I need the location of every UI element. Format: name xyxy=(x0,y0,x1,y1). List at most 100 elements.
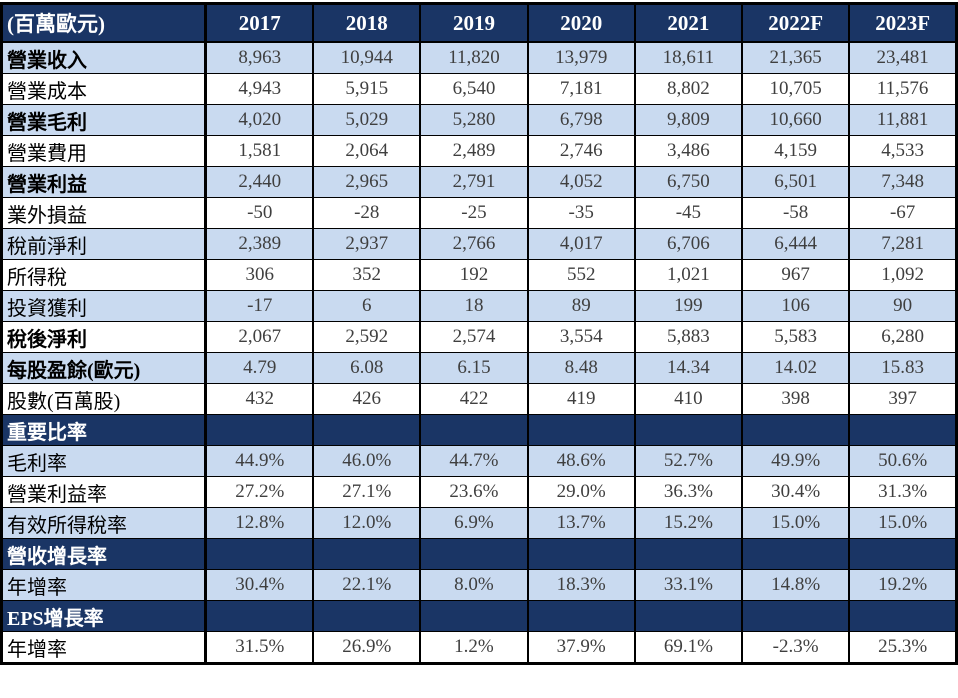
financial-table-container: (百萬歐元) 2017 2018 2019 2020 2021 2022F 2023F 營業收… xyxy=(0,2,958,665)
value-cell xyxy=(312,538,421,570)
value-cell: -50 xyxy=(204,197,314,229)
value-cell: 2,067 xyxy=(204,321,314,353)
value-cell: 352 xyxy=(312,259,421,291)
value-cell: 44.9% xyxy=(204,445,314,477)
value-cell: 6,280 xyxy=(848,321,958,353)
value-cell: 2,389 xyxy=(204,228,314,260)
value-cell xyxy=(526,600,636,632)
value-cell: 18 xyxy=(419,290,529,322)
value-cell: 2,574 xyxy=(419,321,529,353)
value-cell: 6.9% xyxy=(419,507,529,539)
value-cell: -58 xyxy=(741,197,850,229)
value-cell: 12.8% xyxy=(204,507,314,539)
value-cell: 3,486 xyxy=(633,135,743,167)
value-cell xyxy=(633,538,743,570)
table-row: 稅前淨利 2,389 2,937 2,766 4,017 6,706 6,444 7,281 xyxy=(0,228,958,260)
row-label-cell: EPS增長率 xyxy=(0,600,207,632)
column-header: 2021 xyxy=(633,3,743,43)
value-cell: 2,766 xyxy=(419,228,529,260)
value-cell: 3,554 xyxy=(526,321,636,353)
value-cell: 13,979 xyxy=(526,41,636,74)
row-label-cell: 業外損益 xyxy=(0,197,207,229)
value-cell xyxy=(419,538,529,570)
value-cell: 10,944 xyxy=(312,41,421,74)
table-row: 年增率 31.5% 26.9% 1.2% 37.9% 69.1% -2.3% 25.3% xyxy=(0,631,958,664)
value-cell: -67 xyxy=(848,197,958,229)
table-row: 毛利率 44.9% 46.0% 44.7% 48.6% 52.7% 49.9% 50.6% xyxy=(0,445,958,477)
value-cell xyxy=(633,414,743,446)
value-cell: 410 xyxy=(633,383,743,415)
value-cell: 5,029 xyxy=(312,104,421,136)
value-cell xyxy=(848,538,958,570)
value-cell: 31.3% xyxy=(848,476,958,508)
value-cell: 5,280 xyxy=(419,104,529,136)
table-row: 年增率 30.4% 22.1% 8.0% 18.3% 33.1% 14.8% 19.2% xyxy=(0,569,958,601)
value-cell: 4,943 xyxy=(204,73,314,105)
row-label-cell: 稅後淨利 xyxy=(0,321,207,353)
value-cell: 69.1% xyxy=(633,631,743,664)
value-cell: 18,611 xyxy=(633,41,743,74)
column-header: 2020 xyxy=(526,3,636,43)
value-cell: 18.3% xyxy=(526,569,636,601)
table-row: 營業成本 4,943 5,915 6,540 7,181 8,802 10,705 11,57… xyxy=(0,73,958,105)
value-cell: 90 xyxy=(848,290,958,322)
value-cell: 422 xyxy=(419,383,529,415)
value-cell: 14.34 xyxy=(633,352,743,384)
value-cell: 9,809 xyxy=(633,104,743,136)
value-cell: 6,706 xyxy=(633,228,743,260)
value-cell: 1,092 xyxy=(848,259,958,291)
row-label-cell: 有效所得稅率 xyxy=(0,507,207,539)
value-cell xyxy=(204,414,314,446)
value-cell: 11,820 xyxy=(419,41,529,74)
value-cell: 37.9% xyxy=(526,631,636,664)
row-label-cell: 投資獲利 xyxy=(0,290,207,322)
value-cell: 8.0% xyxy=(419,569,529,601)
value-cell: 8.48 xyxy=(526,352,636,384)
value-cell: 13.7% xyxy=(526,507,636,539)
table-row: 每股盈餘(歐元) 4.79 6.08 6.15 8.48 14.34 14.02 15.83 xyxy=(0,352,958,384)
section-row: EPS增長率 xyxy=(0,600,958,632)
table-row: 業外損益 -50 -28 -25 -35 -45 -58 -67 xyxy=(0,197,958,229)
value-cell xyxy=(848,600,958,632)
value-cell: 50.6% xyxy=(848,445,958,477)
value-cell: 6,501 xyxy=(741,166,850,198)
value-cell: 432 xyxy=(204,383,314,415)
value-cell: 30.4% xyxy=(204,569,314,601)
value-cell: 25.3% xyxy=(848,631,958,664)
value-cell: 397 xyxy=(848,383,958,415)
row-label-cell: 營業成本 xyxy=(0,73,207,105)
value-cell: 29.0% xyxy=(526,476,636,508)
value-cell: 8,802 xyxy=(633,73,743,105)
table-row: 所得稅 306 352 192 552 1,021 967 1,092 xyxy=(0,259,958,291)
value-cell: 15.0% xyxy=(848,507,958,539)
value-cell: 22.1% xyxy=(312,569,421,601)
value-cell: 8,963 xyxy=(204,41,314,74)
value-cell: 199 xyxy=(633,290,743,322)
table-body: 營業收入 8,963 10,944 11,820 13,979 18,611 21,365 2… xyxy=(0,41,958,664)
row-label-cell: 毛利率 xyxy=(0,445,207,477)
value-cell: 1,581 xyxy=(204,135,314,167)
value-cell: 6,750 xyxy=(633,166,743,198)
row-label-cell: 營業利益率 xyxy=(0,476,207,508)
section-row: 重要比率 xyxy=(0,414,958,446)
row-label-cell: 年增率 xyxy=(0,631,207,664)
value-cell xyxy=(204,600,314,632)
value-cell: 4,159 xyxy=(741,135,850,167)
value-cell: 33.1% xyxy=(633,569,743,601)
value-cell: 967 xyxy=(741,259,850,291)
value-cell: -25 xyxy=(419,197,529,229)
unit-label: (百萬歐元) xyxy=(0,3,207,43)
value-cell: 2,489 xyxy=(419,135,529,167)
value-cell: 7,181 xyxy=(526,73,636,105)
section-row: 營收增長率 xyxy=(0,538,958,570)
value-cell: -45 xyxy=(633,197,743,229)
value-cell xyxy=(741,538,850,570)
row-label-cell: 所得稅 xyxy=(0,259,207,291)
value-cell xyxy=(741,600,850,632)
row-label-cell: 營業收入 xyxy=(0,41,207,74)
value-cell: 27.2% xyxy=(204,476,314,508)
table-row: 營業費用 1,581 2,064 2,489 2,746 3,486 4,159 4,533 xyxy=(0,135,958,167)
header-row: (百萬歐元) 2017 2018 2019 2020 2021 2022F 2023F xyxy=(0,3,958,43)
value-cell xyxy=(419,600,529,632)
table-row: 營業利益率 27.2% 27.1% 23.6% 29.0% 36.3% 30.4% 31.3% xyxy=(0,476,958,508)
